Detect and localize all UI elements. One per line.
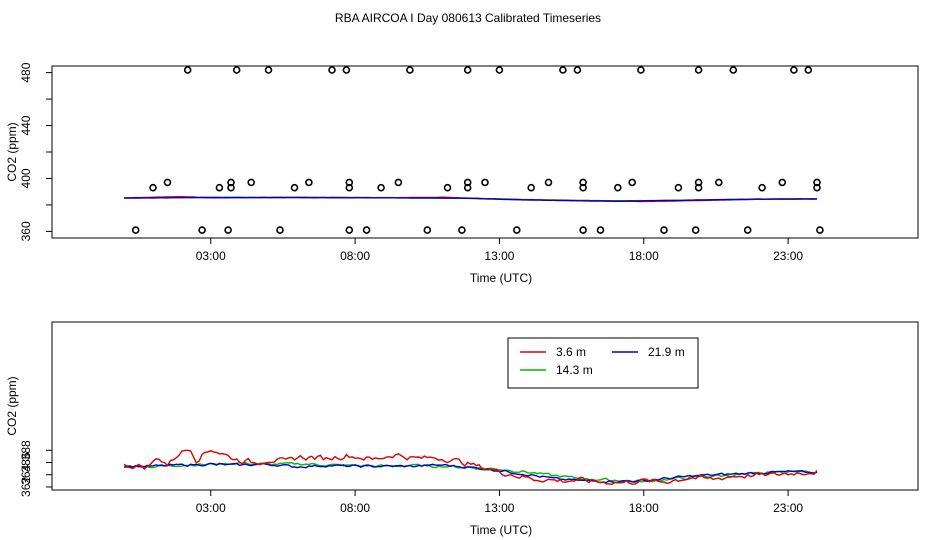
- calibration-point: [443, 183, 452, 192]
- plot-area: [124, 195, 818, 203]
- calibration-point: [729, 66, 738, 74]
- calibration-point: [613, 183, 622, 192]
- calibration-point: [463, 66, 472, 74]
- calibration-point: [362, 226, 371, 234]
- calibration-point: [579, 226, 587, 234]
- calibration-point: [227, 178, 235, 187]
- calibration-point: [264, 66, 273, 74]
- calibration-point: [394, 178, 403, 187]
- calibration-point: [423, 226, 432, 234]
- calibration-point: [149, 183, 157, 192]
- y-tick-label: 480: [19, 62, 33, 82]
- legend-box: [507, 337, 699, 389]
- bottom-panel: 03:00 08:00 13:00 18:00 23:00 Time (UTC) 36236…: [5, 321, 919, 537]
- calibration-point: [813, 178, 821, 187]
- calibration-point: [276, 226, 284, 234]
- y-axis-label: CO2 (ppm): [5, 376, 19, 435]
- calibration-point: [714, 178, 723, 187]
- x-axis-label: Time (UTC): [470, 523, 532, 537]
- calibration-point: [628, 178, 637, 187]
- series-line-21-9-m: [124, 196, 818, 203]
- calibration-point: [573, 66, 582, 74]
- y-tick-label: 386: [19, 452, 33, 472]
- calibration-point: [527, 183, 536, 192]
- calibration-point: [163, 178, 172, 187]
- x-axis-label: Time (UTC): [470, 271, 532, 285]
- calibration-point: [758, 183, 766, 192]
- calibration-point: [198, 226, 206, 234]
- calibration-point: [345, 226, 354, 234]
- calibration-point: [232, 66, 241, 74]
- chart-title: RBA AIRCOA I Day 080613 Calibrated Times…: [335, 11, 601, 25]
- top-panel: 03:00 08:00 13:00 18:00 23:00 Time (UTC) 360 40…: [5, 62, 919, 285]
- y-axis-label: CO2 (ppm): [5, 122, 19, 181]
- calibration-point: [660, 226, 668, 234]
- calibration-point: [512, 226, 521, 234]
- calibration-point: [637, 66, 645, 74]
- y-tick-label: 362: [19, 477, 33, 497]
- calibration-point: [691, 226, 700, 234]
- calibration-point: [215, 183, 224, 192]
- calibration-point: [559, 66, 567, 74]
- calibration-point: [778, 178, 787, 187]
- calibration-point: [328, 66, 336, 74]
- calibration-point: [377, 183, 385, 192]
- legend-label: 21.9 m: [648, 345, 685, 359]
- x-tick-label: 23:00: [773, 501, 803, 515]
- x-tick-label: 23:00: [773, 249, 803, 263]
- calibration-point: [345, 178, 354, 187]
- legend: 3.6 m 21.9 m 14.3 m: [507, 337, 699, 389]
- calibration-point: [183, 66, 192, 74]
- plot-frame: [51, 65, 919, 239]
- x-tick-label: 08:00: [340, 501, 370, 515]
- calibration-point: [131, 226, 140, 234]
- calibration-point: [816, 226, 824, 234]
- calibration-point: [247, 178, 255, 187]
- y-tick-label: 388: [19, 440, 33, 460]
- calibration-point: [694, 66, 703, 74]
- calibration-point: [544, 178, 553, 187]
- calibration-point: [674, 183, 683, 192]
- x-tick-label: 13:00: [484, 249, 514, 263]
- calibration-point: [458, 226, 466, 234]
- legend-label: 14.3 m: [556, 363, 593, 377]
- calibration-point: [694, 178, 703, 187]
- x-tick-label: 08:00: [340, 249, 370, 263]
- legend-label: 3.6 m: [556, 345, 586, 359]
- calibration-point: [481, 178, 489, 187]
- y-tick-label: 364: [19, 464, 33, 484]
- calibration-point: [290, 183, 299, 192]
- series-line-3-6-m: [123, 449, 818, 486]
- y-tick-label: 440: [19, 115, 33, 135]
- plot-frame: [51, 321, 919, 491]
- x-tick-label: 03:00: [196, 501, 226, 515]
- x-tick-label: 03:00: [196, 249, 226, 263]
- calibration-point: [579, 178, 587, 187]
- calibration-point: [495, 66, 504, 74]
- calibration-point: [406, 66, 414, 74]
- x-tick-label: 13:00: [484, 501, 514, 515]
- calibration-point: [596, 226, 605, 234]
- calibration-point: [463, 178, 472, 187]
- calibration-point: [804, 66, 813, 74]
- calibration-point: [743, 226, 752, 234]
- x-tick-label: 18:00: [629, 501, 659, 515]
- calibration-point: [224, 226, 232, 234]
- x-tick-label: 18:00: [629, 249, 659, 263]
- calibration-point: [305, 178, 313, 187]
- y-tick-label: 400: [19, 168, 33, 188]
- y-tick-label: 360: [19, 221, 33, 241]
- plot-area: [123, 449, 818, 486]
- calibration-point: [790, 66, 798, 74]
- calibration-point: [342, 66, 351, 74]
